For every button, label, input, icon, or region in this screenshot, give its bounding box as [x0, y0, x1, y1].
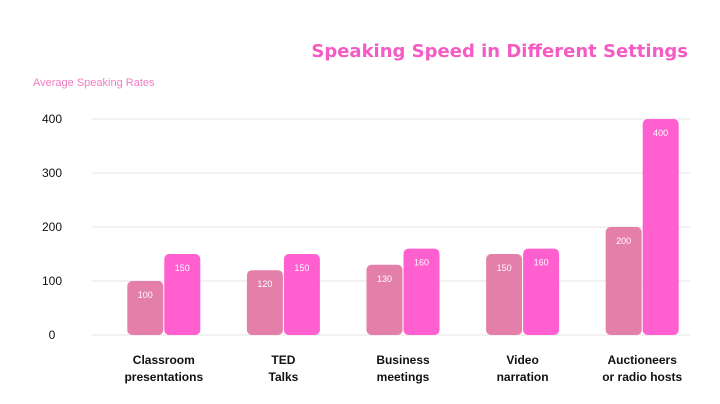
bar-value-label: 150 [497, 263, 512, 273]
x-tick-label: Classroom presentations [124, 353, 203, 384]
bar-value-label: 100 [138, 290, 153, 300]
y-tick-label: 200 [42, 220, 62, 234]
bar-value-label: 160 [414, 258, 429, 268]
x-tick-label-line: Classroom [133, 353, 195, 367]
bar [605, 227, 642, 335]
y-tick-label: 300 [42, 166, 62, 180]
bar-value-label: 120 [257, 279, 272, 289]
bar [127, 281, 164, 335]
bar-value-label: 150 [294, 263, 309, 273]
bar-value-label: 150 [175, 263, 190, 273]
x-tick-label-line: narration [497, 370, 549, 384]
x-tick-label: Business meetings [376, 353, 430, 384]
x-tick-label-line: Talks [269, 370, 299, 384]
x-tick-label-line: presentations [124, 370, 203, 384]
x-tick-label-line: meetings [377, 370, 430, 384]
bar [523, 248, 560, 335]
bar-value-labels: 100 150 120 150 130 160 150 160 200 400 [138, 128, 668, 300]
y-tick-label: 400 [42, 112, 62, 126]
bar [403, 248, 440, 335]
x-tick-label-line: or radio hosts [602, 370, 682, 384]
bar-value-label: 400 [653, 128, 668, 138]
y-axis-label: Average Speaking Rates [33, 77, 155, 89]
bar-value-label: 200 [616, 236, 631, 246]
x-tick-label-line: Video [506, 353, 538, 367]
chart-title: Speaking Speed in Different Settings [311, 41, 688, 62]
bar [486, 254, 523, 335]
x-tick-label-line: Auctioneers [608, 353, 678, 367]
bar-value-label: 130 [377, 274, 392, 284]
y-axis-ticks: 0 100 200 300 400 [42, 112, 62, 342]
bars [127, 119, 679, 335]
y-tick-label: 100 [42, 274, 62, 288]
x-tick-label-line: Business [376, 353, 430, 367]
x-tick-label-line: TED [271, 353, 295, 367]
x-tick-label: Auctioneers or radio hosts [602, 353, 682, 384]
bar-value-label: 160 [534, 258, 549, 268]
bar [642, 119, 679, 335]
x-tick-label: Video narration [497, 353, 549, 384]
bar [283, 254, 320, 335]
x-axis-category-labels: Classroom presentations TED Talks Business me… [124, 353, 682, 384]
y-tick-label: 0 [49, 328, 56, 342]
x-tick-label: TED Talks [269, 353, 299, 384]
bar [164, 254, 201, 335]
bar [366, 264, 403, 335]
bar [246, 270, 283, 335]
